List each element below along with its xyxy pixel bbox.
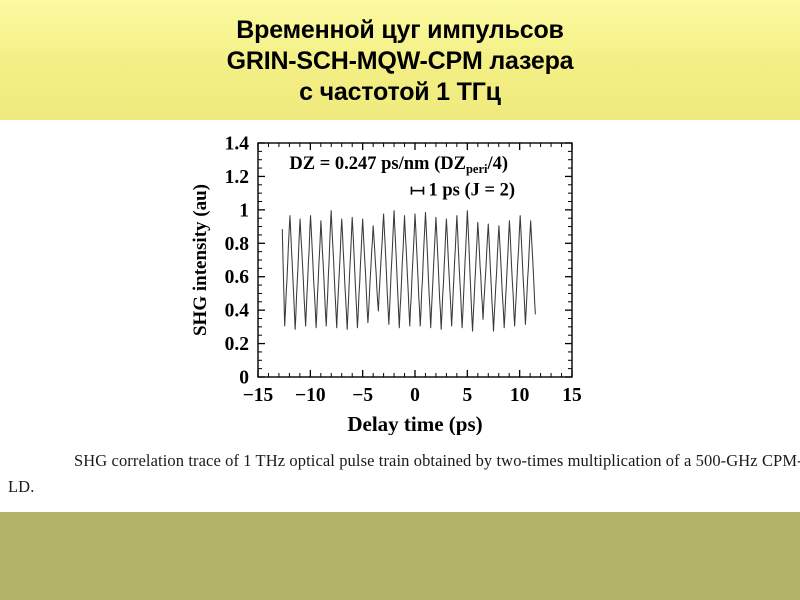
title-banner: Временной цуг импульсов GRIN-SCH-MQW-CPM… [0,0,800,120]
y-tick-label: 1 [239,200,249,221]
page-title-line-3: с частотой 1 ТГц [299,77,501,106]
x-tick-label: −5 [352,385,373,406]
y-axis-label: SHG intensity (au) [190,184,211,336]
x-tick-label: 0 [410,385,420,406]
y-tick-label: 0.8 [225,234,250,255]
x-axis-label: Delay time (ps) [347,412,482,435]
x-tick-label: −10 [295,385,326,406]
x-tick-label: 5 [462,385,472,406]
y-tick-label: 0.4 [225,301,250,322]
figure-region: −15 −10 −5 0 5 10 15 0 0.2 0.4 0.6 0.8 1 1.2 1.4 Delay … [0,120,800,440]
x-tick-label: −15 [243,385,274,406]
pulse-spacing-annotation: 1 ps (J = 2) [428,181,515,201]
waveform-trace [281,210,536,332]
y-tick-label: 0.2 [225,334,249,355]
figure-caption-region: SHG correlation trace of 1 THz optical p… [0,440,800,512]
dispersion-annotation: DZ = 0.247 ps/nm (DZperi/4) [289,154,508,176]
x-tick-label: 10 [510,385,529,406]
shg-correlation-chart: −15 −10 −5 0 5 10 15 0 0.2 0.4 0.6 0.8 1 1.2 1.4 Delay … [190,125,590,436]
y-tick-label: 1.2 [225,167,249,188]
plot-frame [257,142,573,378]
y-tick-label: 0 [239,368,249,389]
y-tick-label: 0.6 [225,267,250,288]
y-tick-label: 1.4 [225,134,250,155]
figure-caption: SHG correlation trace of 1 THz optical p… [8,451,800,496]
page-title-line-2: GRIN-SCH-MQW-CPM лазера [226,46,574,75]
page-title-line-1: Временной цуг импульсов [236,15,564,44]
chart-svg: −15 −10 −5 0 5 10 15 0 0.2 0.4 0.6 0.8 1 1.2 1.4 Delay … [190,134,582,436]
x-tick-label: 15 [562,385,582,406]
bottom-accent-band [0,512,800,600]
